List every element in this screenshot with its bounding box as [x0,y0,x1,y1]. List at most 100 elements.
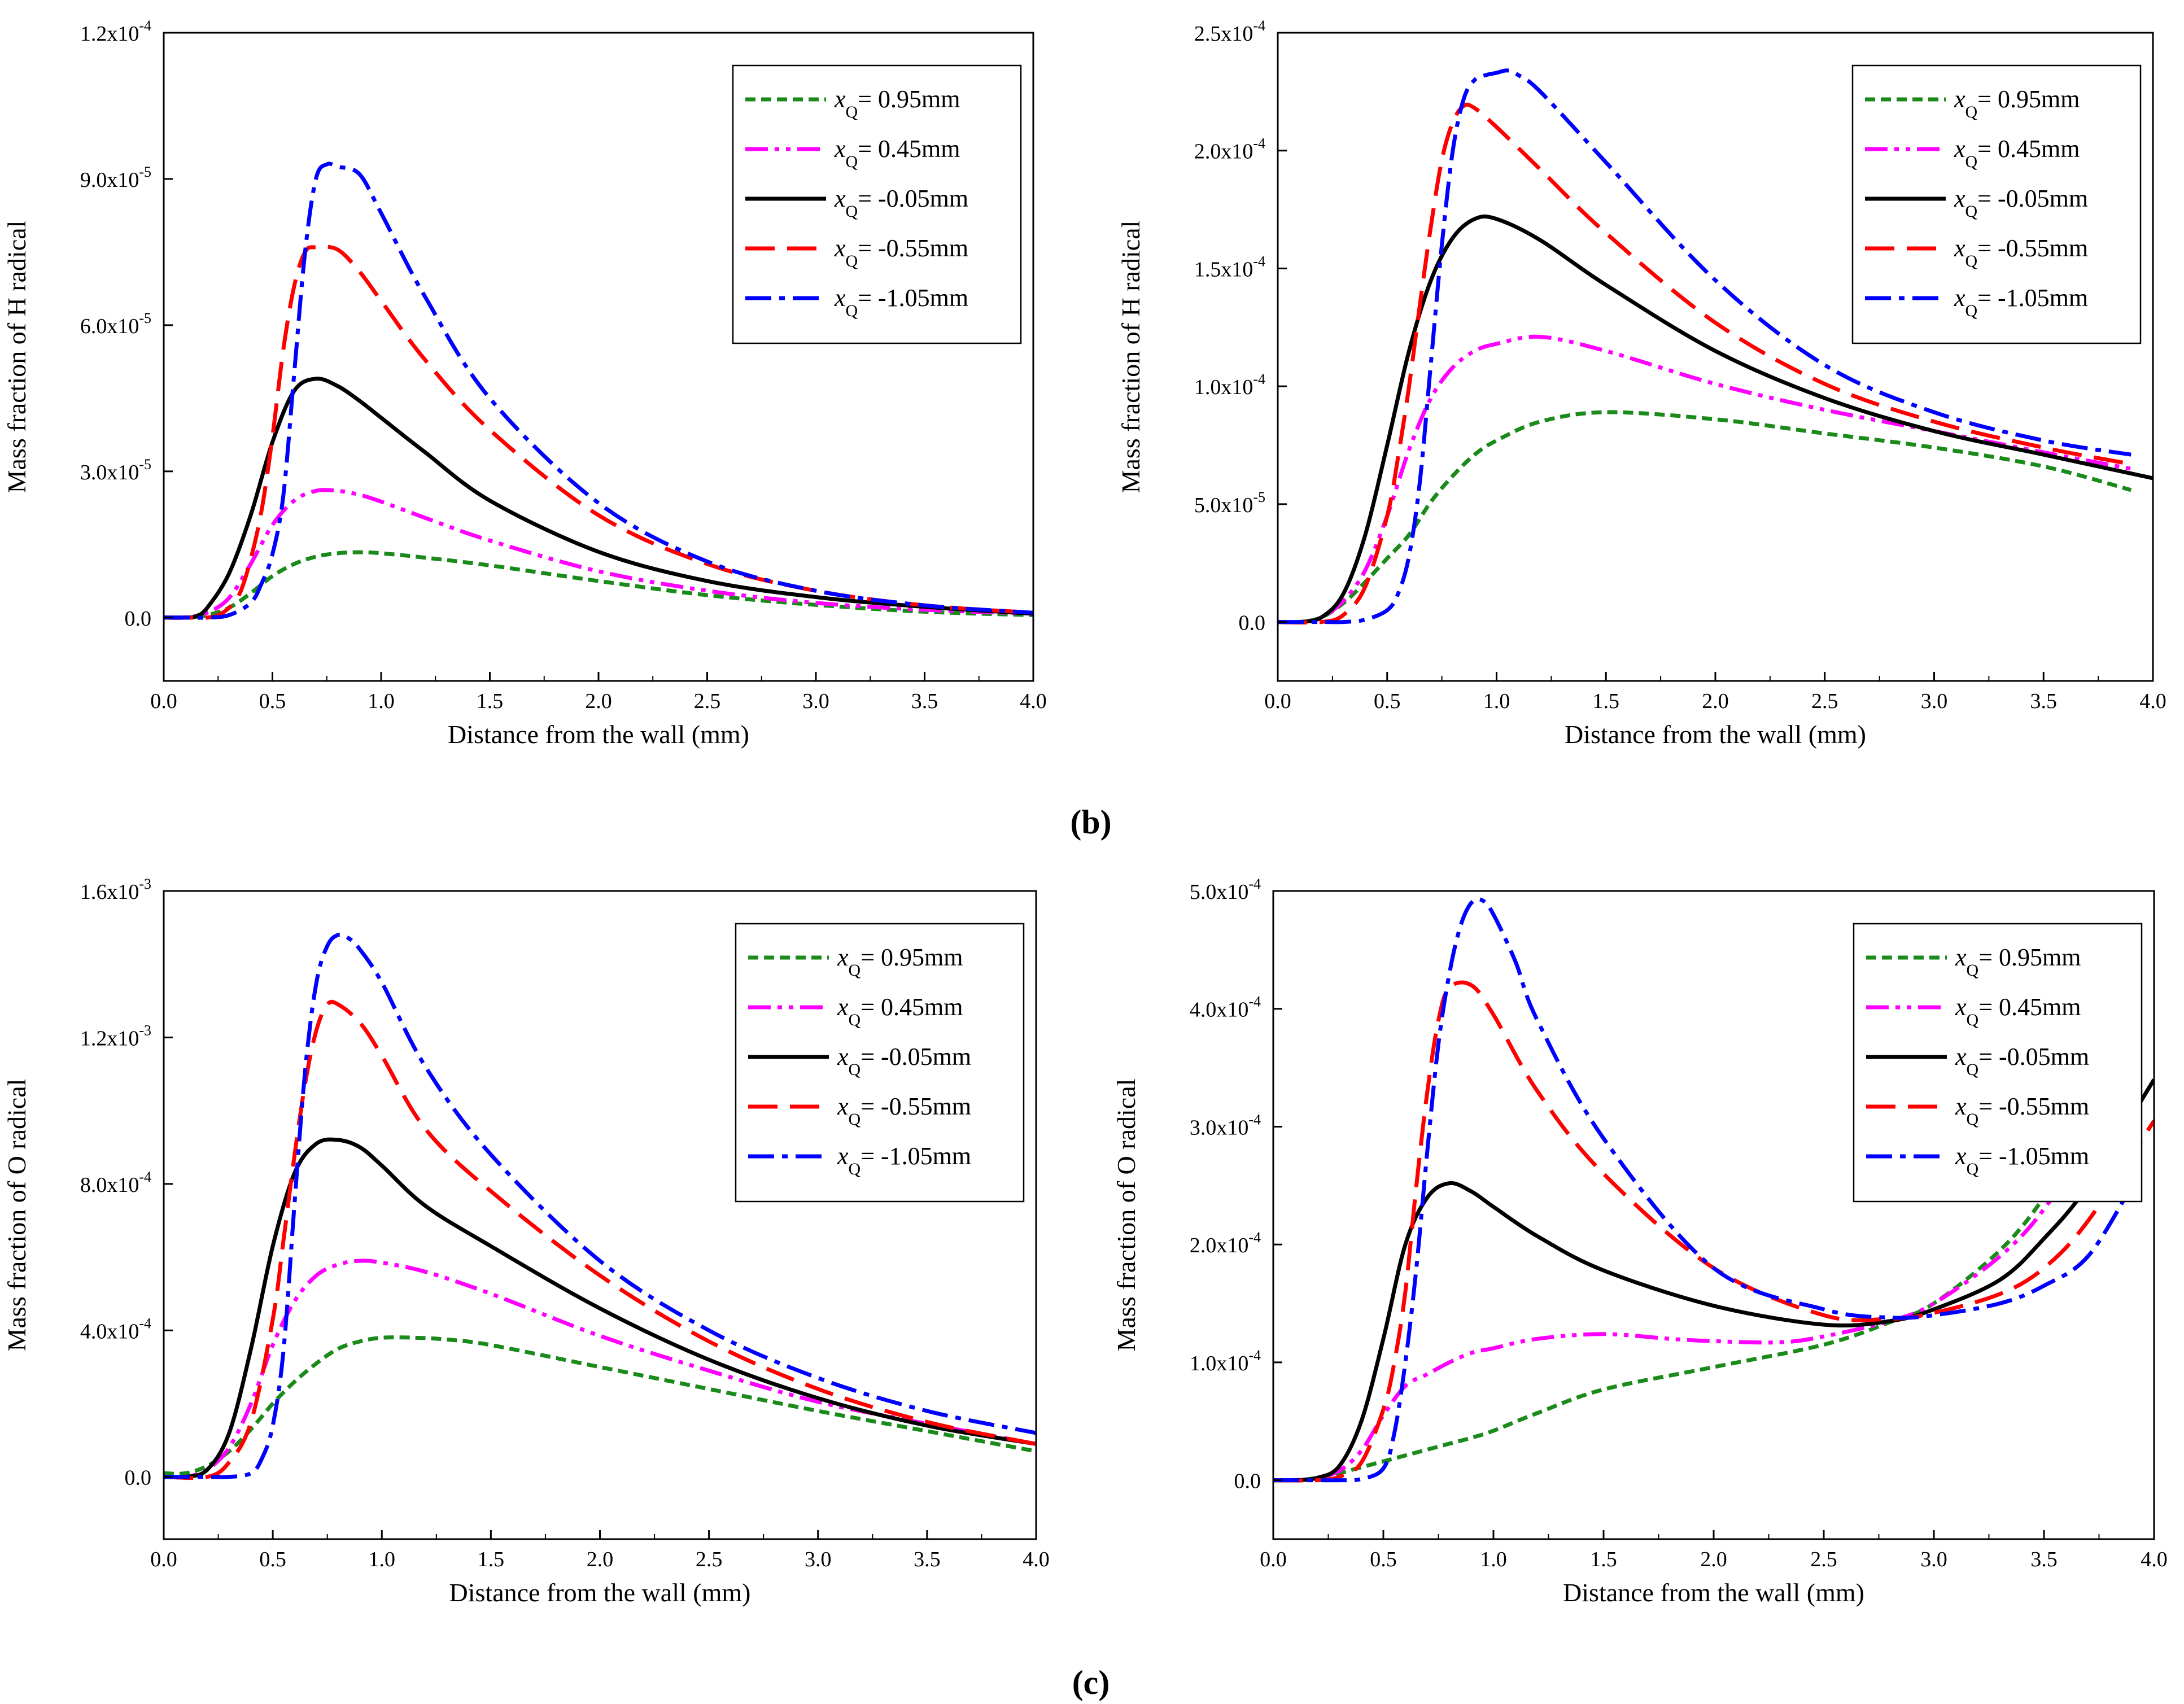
y-tick-label: 0.0 [1239,611,1266,635]
legend-label-1: xQ= 0.45mm [1954,135,2080,171]
legend: xQ= 0.95mm xQ= 0.45mm xQ= -0.05mm xQ= -0.55… [732,64,1022,344]
legend-label-1: xQ= 0.45mm [837,993,963,1029]
x-tick-label: 1.0 [368,689,395,713]
legend-label-2: xQ= -0.05mm [1955,1043,2089,1079]
series-line-2 [164,1137,1036,1480]
x-tick-label: 2.5 [1811,689,1838,713]
chart-h-radical-left: 0.0 0.5 1.0 1.5 2.0 2.5 3.0 3.5 4.0 0.0 3.0x10-5 6.… [2,18,1047,749]
y-tick-label: 2.0x10-4 [1190,1229,1261,1257]
series-line-2 [1273,1078,2154,1483]
series-line-3 [164,244,1033,620]
y-axis-label: Mass fraction of O radical [2,1079,31,1352]
series-group [1278,68,2153,625]
x-tick-label: 0.5 [1374,689,1401,713]
y-tick-label: 1.2x10-3 [80,1022,151,1050]
series-line-2 [1278,214,2153,624]
x-tick-label: 4.0 [2139,689,2166,713]
x-tick-label: 4.0 [1023,1548,1050,1571]
y-tick-label: 0.0 [125,607,152,631]
x-tick-label: 3.0 [802,689,829,713]
x-tick-label: 4.0 [1020,689,1047,713]
legend-label-0: xQ= 0.95mm [1954,85,2080,121]
y-tick-label: 8.0x10-4 [80,1169,151,1197]
legend-label-1: xQ= 0.45mm [1955,993,2081,1029]
x-tick-label: 1.5 [477,689,504,713]
y-tick-label: 1.6x10-3 [80,876,151,904]
series-line-1 [1278,334,2131,624]
x-axis-label: Distance from the wall (mm) [448,720,749,749]
x-tick-label: 0.0 [1264,689,1291,713]
y-axis-label: Mass fraction of H radical [2,221,31,493]
series-line-1 [164,1259,1036,1480]
series-line-1 [1273,1041,2134,1483]
x-tick-label: 2.5 [1810,1548,1837,1571]
y-tick-label: 1.2x10-4 [80,18,151,46]
series-group [164,161,1033,620]
y-tick-label: 4.0x10-4 [1190,994,1261,1022]
legend: xQ= 0.95mm xQ= 0.45mm xQ= -0.05mm xQ= -0.55… [735,923,1025,1203]
x-tick-label: 0.5 [1370,1548,1397,1571]
y-tick-label: 4.0x10-4 [80,1315,151,1343]
y-tick-label: 2.0x10-4 [1194,136,1265,164]
y-tick-label: 0.0 [125,1466,152,1490]
x-tick-label: 1.0 [1483,689,1510,713]
chart-o-radical-left: 0.0 0.5 1.0 1.5 2.0 2.5 3.0 3.5 4.0 0.0 4.0x10-4 8.… [2,876,1050,1607]
y-tick-label: 9.0x10-5 [80,164,151,192]
x-tick-label: 0.0 [1260,1548,1287,1571]
y-axis-label: Mass fraction of O radical [1112,1079,1141,1352]
series-line-1 [164,488,1033,620]
legend-label-3: xQ= -0.55mm [1954,234,2088,270]
x-tick-label: 0.0 [150,689,177,713]
y-tick-label: 5.0x10-5 [1194,489,1265,517]
x-tick-label: 2.0 [585,689,612,713]
series-line-3 [1273,980,2154,1483]
series-line-4 [1273,897,2134,1483]
x-axis-label: Distance from the wall (mm) [1563,1578,1864,1607]
x-tick-label: 3.5 [2030,689,2058,713]
y-tick-label: 1.0x10-4 [1194,371,1265,399]
series-line-0 [1278,410,2132,624]
x-tick-label: 1.5 [1593,689,1620,713]
caption-c: (c) [1072,1664,1110,1701]
x-tick-label: 2.5 [696,1548,723,1571]
x-tick-label: 0.0 [150,1548,177,1571]
legend-label-0: xQ= 0.95mm [837,943,963,980]
x-tick-label: 3.0 [1920,1548,1947,1571]
series-group [164,932,1036,1480]
y-tick-label: 0.0 [1234,1470,1261,1493]
legend-label-2: xQ= -0.05mm [837,1043,971,1079]
x-tick-label: 2.0 [1700,1548,1727,1571]
legend: xQ= 0.95mm xQ= 0.45mm xQ= -0.05mm xQ= -0.55… [1851,64,2142,344]
legend-label-4: xQ= -1.05mm [834,284,968,320]
y-tick-label: 6.0x10-5 [80,310,151,338]
series-group [1273,897,2154,1483]
legend-label-3: xQ= -0.55mm [834,234,968,270]
legend-label-4: xQ= -1.05mm [1954,284,2088,320]
x-tick-label: 2.0 [587,1548,614,1571]
legend-label-4: xQ= -1.05mm [837,1142,971,1178]
x-tick-label: 0.5 [259,1548,286,1571]
y-tick-label: 3.0x10-5 [80,456,151,484]
legend: xQ= 0.95mm xQ= 0.45mm xQ= -0.05mm xQ= -0.55… [1853,923,2143,1203]
series-line-3 [164,999,1036,1480]
legend-label-2: xQ= -0.05mm [834,185,968,221]
legend-label-3: xQ= -0.55mm [837,1093,971,1129]
x-tick-label: 3.5 [911,689,938,713]
y-axis-label: Mass fraction of H radical [1116,221,1145,493]
caption-b: (b) [1070,803,1111,841]
x-tick-label: 3.0 [805,1548,832,1571]
legend-label-2: xQ= -0.05mm [1954,185,2088,221]
x-axis-label: Distance from the wall (mm) [449,1578,751,1607]
y-tick-label: 5.0x10-4 [1190,876,1261,904]
x-tick-label: 1.0 [369,1548,396,1571]
x-tick-label: 4.0 [2141,1548,2168,1571]
x-tick-label: 2.5 [694,689,721,713]
y-tick-label: 1.5x10-4 [1194,253,1265,281]
series-line-2 [164,377,1033,620]
series-line-0 [1273,1008,2134,1483]
x-tick-label: 1.5 [478,1548,505,1571]
y-tick-label: 1.0x10-4 [1190,1347,1261,1375]
y-tick-label: 3.0x10-4 [1190,1111,1261,1139]
series-line-4 [164,161,1033,620]
